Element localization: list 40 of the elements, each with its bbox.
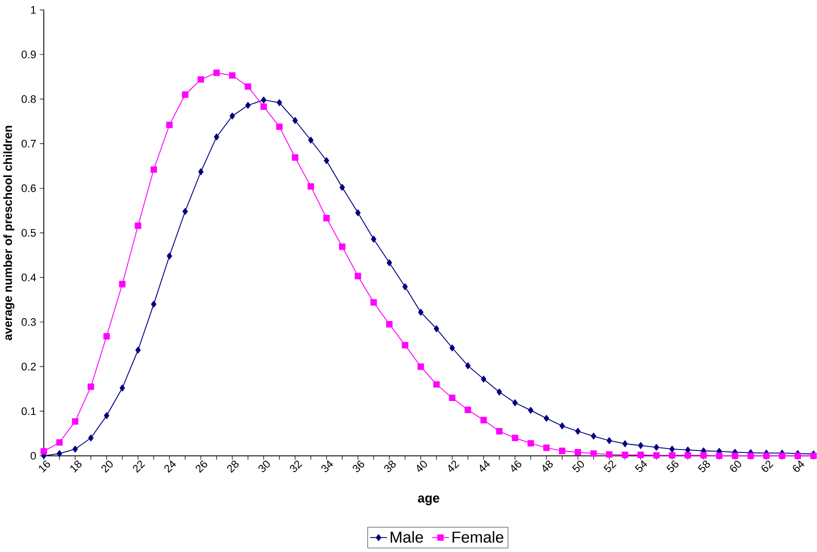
- x-tick-label: 30: [258, 460, 270, 472]
- x-tick-label: 26: [196, 460, 208, 474]
- y-tick-label: 1: [31, 6, 36, 14]
- y-tick-label: 0.1: [22, 408, 36, 416]
- x-axis-title: age: [418, 496, 440, 506]
- y-tick-label: 0.6: [22, 184, 36, 192]
- x-tick-label: 54: [634, 460, 648, 472]
- x-tick-label: 50: [572, 460, 584, 472]
- y-tick-label: 0.7: [22, 140, 36, 148]
- legend-label: Female: [452, 531, 504, 543]
- x-tick-label: 52: [604, 460, 616, 472]
- x-tick-label: 46: [511, 460, 522, 472]
- y-tick-label: 0.5: [22, 229, 36, 237]
- x-tick-label: 42: [448, 460, 460, 472]
- x-tick-label: 58: [698, 460, 710, 472]
- x-tick-label: 40: [417, 460, 427, 472]
- x-tick-label: 24: [164, 460, 176, 474]
- y-tick-label: 0.3: [22, 318, 36, 326]
- x-tick-label: 64: [792, 460, 804, 472]
- y-tick-label: 0.9: [22, 50, 36, 59]
- x-tick-label: 62: [761, 460, 774, 472]
- x-tick-label: 20: [101, 460, 113, 474]
- legend-label: Male: [390, 531, 423, 543]
- x-tick-label: 34: [321, 460, 334, 472]
- x-tick-label: 16: [38, 460, 50, 473]
- y-tick-label: 0.4: [22, 274, 36, 282]
- y-tick-label: 0: [30, 452, 36, 460]
- x-tick-label: 48: [542, 460, 553, 472]
- x-tick-label: 28: [227, 460, 239, 474]
- y-axis-title: average number of preschool children: [3, 126, 14, 340]
- y-tick-label: 0.2: [22, 363, 36, 371]
- x-tick-label: 60: [730, 460, 742, 472]
- x-tick-label: 56: [666, 460, 678, 472]
- y-tick-label: 0.8: [22, 95, 36, 104]
- x-tick-label: 44: [480, 460, 490, 472]
- x-tick-label: 36: [352, 460, 364, 472]
- x-tick-label: 38: [384, 460, 396, 472]
- x-tick-label: 18: [70, 460, 82, 473]
- x-tick-label: 22: [132, 460, 146, 474]
- x-tick-label: 32: [290, 460, 302, 472]
